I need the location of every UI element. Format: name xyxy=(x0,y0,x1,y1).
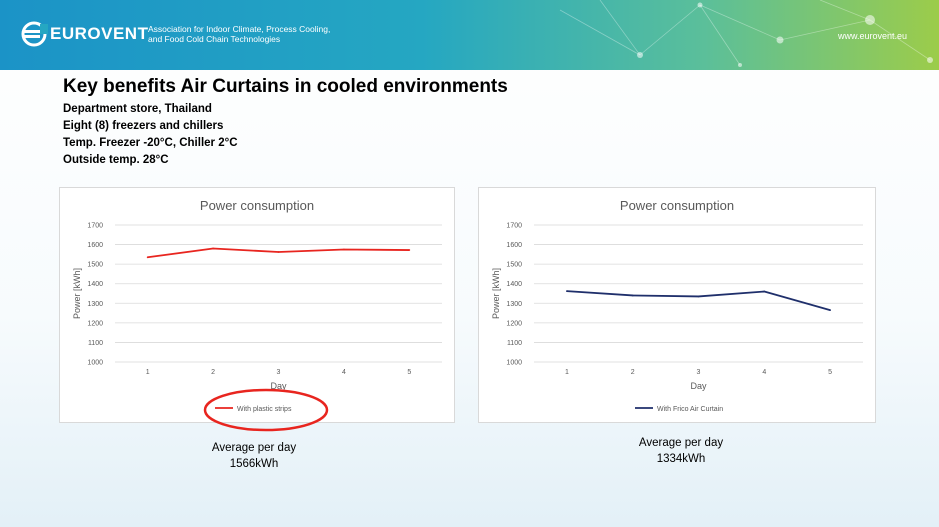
y-tick-label: 1000 xyxy=(87,360,103,367)
y-tick-label: 1100 xyxy=(507,340,522,347)
eurovent-logo: EUROVENT xyxy=(20,20,148,48)
network-pattern xyxy=(559,0,933,67)
data-point xyxy=(343,248,345,251)
tagline: Association for Indoor Climate, Process … xyxy=(148,24,368,44)
data-point xyxy=(277,251,280,253)
data-point xyxy=(146,256,149,259)
data-point xyxy=(408,249,411,251)
y-tick-label: 1200 xyxy=(87,320,103,327)
average-value: 1566kWh xyxy=(229,458,279,470)
info-line: Department store, Thailand xyxy=(63,103,212,115)
info-line: Eight (8) freezers and chillers xyxy=(63,120,224,132)
data-point xyxy=(212,247,215,250)
y-axis-label: Power [kWh] xyxy=(491,268,501,319)
info-line: Outside temp. 28°C xyxy=(63,154,169,166)
y-tick-label: 1400 xyxy=(87,281,103,288)
y-tick-label: 1700 xyxy=(87,223,103,230)
average-value: 1334kWh xyxy=(656,453,706,465)
y-tick-label: 1600 xyxy=(506,242,522,249)
x-tick-label: 2 xyxy=(211,369,215,376)
chart-title: Power consumption xyxy=(620,198,734,213)
x-axis-label: Day xyxy=(270,381,287,391)
y-tick-label: 1500 xyxy=(87,262,103,269)
y-tick-label: 1000 xyxy=(506,360,522,367)
header-banner: EUROVENT Association for Indoor Climate,… xyxy=(0,0,939,70)
y-tick-label: 1200 xyxy=(506,320,522,327)
x-tick-label: 3 xyxy=(697,369,701,376)
y-tick-label: 1500 xyxy=(506,262,522,269)
chart-plastic-strips: Power consumption 1000 1100 1200 1300 1400 150… xyxy=(59,187,455,423)
x-axis-label: Day xyxy=(690,381,707,391)
x-tick-label: 1 xyxy=(146,369,150,376)
y-axis-label: Power [kWh] xyxy=(72,268,82,319)
y-tick-label: 1300 xyxy=(87,301,103,308)
x-tick-label: 4 xyxy=(762,369,766,376)
info-list: Department store, Thailand Eight (8) fre… xyxy=(63,101,238,169)
average-label: Average per day xyxy=(211,442,297,454)
average-label: Average per day xyxy=(638,437,724,449)
x-tick-label: 2 xyxy=(631,369,635,376)
x-tick-label: 3 xyxy=(277,369,281,376)
data-point xyxy=(631,294,634,297)
y-tick-label: 1400 xyxy=(506,281,522,288)
x-tick-label: 5 xyxy=(407,369,411,376)
x-tick-label: 5 xyxy=(828,369,832,376)
logo-text: EUROVENT xyxy=(50,24,149,43)
info-line: Temp. Freezer -20°C, Chiller 2°C xyxy=(63,137,238,149)
website-link[interactable]: www.eurovent.eu xyxy=(837,31,907,41)
data-point xyxy=(566,290,568,293)
y-tick-label: 1700 xyxy=(506,223,522,230)
series-line xyxy=(566,290,831,312)
eurovent-logo-icon xyxy=(21,21,48,47)
average-block-1: Average per day 1566kWh xyxy=(184,440,324,472)
tagline-line-2: and Food Cold Chain Technologies xyxy=(148,34,281,44)
chart-title: Power consumption xyxy=(200,198,314,213)
chart-air-curtain: Power consumption 1000 1100 1200 1300 1400 150… xyxy=(478,187,876,423)
x-tick-label: 1 xyxy=(565,369,569,376)
data-point xyxy=(763,290,766,293)
y-tick-label: 1600 xyxy=(87,242,103,249)
slide-title: Key benefits Air Curtains in cooled envi… xyxy=(63,76,508,97)
y-tick-label: 1300 xyxy=(506,301,522,308)
legend-label: With plastic strips xyxy=(237,406,292,413)
data-point xyxy=(829,309,831,312)
average-block-2: Average per day 1334kWh xyxy=(611,435,751,467)
data-point xyxy=(697,295,700,298)
legend-label: With Frico Air Curtain xyxy=(657,406,723,413)
chart-svg: Power consumption 1000 1100 1200 1300 1400 150… xyxy=(491,198,863,413)
x-tick-label: 4 xyxy=(342,369,346,376)
chart-svg: Power consumption 1000 1100 1200 1300 1400 150… xyxy=(72,198,442,413)
y-tick-label: 1100 xyxy=(88,340,103,347)
tagline-line-1: Association for Indoor Climate, Process … xyxy=(148,24,331,34)
